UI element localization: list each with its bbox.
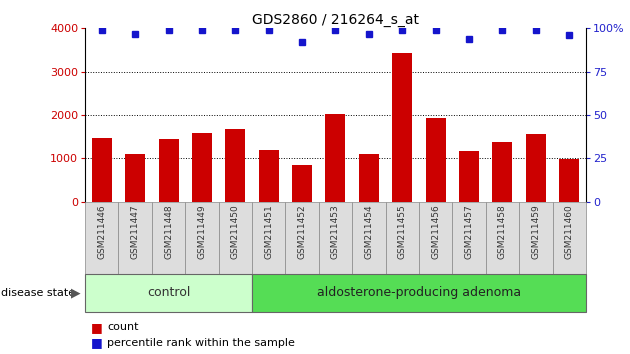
Text: GSM211453: GSM211453	[331, 204, 340, 259]
Bar	[92, 138, 112, 202]
Text: ▶: ▶	[71, 286, 81, 299]
Bar	[319, 202, 352, 274]
Bar	[259, 150, 278, 202]
Text: GSM211459: GSM211459	[531, 204, 541, 259]
Text: aldosterone-producing adenoma: aldosterone-producing adenoma	[317, 286, 521, 299]
Text: GSM211452: GSM211452	[297, 204, 307, 258]
Text: GSM211457: GSM211457	[464, 204, 474, 259]
Bar	[486, 202, 519, 274]
Text: control: control	[147, 286, 190, 299]
Bar	[185, 202, 219, 274]
Bar	[252, 274, 586, 312]
Bar	[85, 202, 118, 274]
Bar	[326, 114, 345, 202]
Bar	[192, 133, 212, 202]
Bar	[292, 165, 312, 202]
Bar	[125, 154, 145, 202]
Bar	[219, 202, 252, 274]
Text: percentile rank within the sample: percentile rank within the sample	[107, 338, 295, 348]
Bar	[392, 53, 412, 202]
Text: GSM211448: GSM211448	[164, 204, 173, 258]
Bar	[352, 202, 386, 274]
Bar	[386, 202, 419, 274]
Bar	[559, 159, 579, 202]
Bar	[285, 202, 319, 274]
Bar	[493, 142, 512, 202]
Bar	[459, 152, 479, 202]
Text: GSM211460: GSM211460	[564, 204, 574, 259]
Text: GSM211449: GSM211449	[197, 204, 207, 258]
Text: GSM211450: GSM211450	[231, 204, 240, 259]
Text: GSM211446: GSM211446	[97, 204, 106, 258]
Bar	[159, 139, 178, 202]
Text: GSM211454: GSM211454	[364, 204, 374, 258]
Text: GSM211455: GSM211455	[398, 204, 407, 259]
Text: GSM211451: GSM211451	[264, 204, 273, 259]
Bar	[519, 202, 553, 274]
Text: ■: ■	[91, 336, 103, 349]
Bar	[553, 202, 586, 274]
Bar	[152, 202, 185, 274]
Bar	[252, 202, 285, 274]
Text: disease state: disease state	[1, 288, 76, 298]
Bar	[359, 154, 379, 202]
Text: ■: ■	[91, 321, 103, 334]
Text: GSM211447: GSM211447	[130, 204, 140, 258]
Bar	[226, 129, 245, 202]
Text: GSM211456: GSM211456	[431, 204, 440, 259]
Bar	[452, 202, 486, 274]
Bar	[526, 134, 546, 202]
Text: GSM211458: GSM211458	[498, 204, 507, 259]
Text: count: count	[107, 322, 139, 332]
Bar	[426, 118, 445, 202]
Bar	[85, 274, 252, 312]
Bar	[419, 202, 452, 274]
Bar	[118, 202, 152, 274]
Title: GDS2860 / 216264_s_at: GDS2860 / 216264_s_at	[252, 13, 419, 27]
